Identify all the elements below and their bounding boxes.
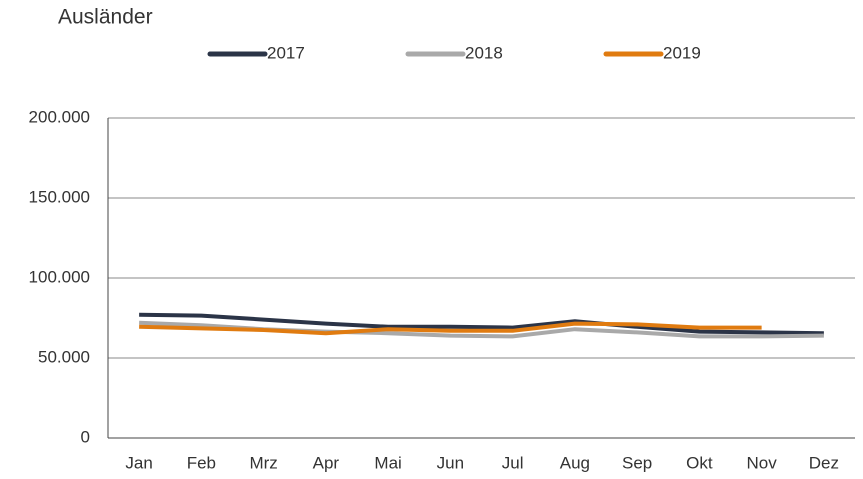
x-tick-label: Jul xyxy=(502,453,524,472)
series-line xyxy=(139,321,762,336)
x-tick-label: Aug xyxy=(560,453,590,472)
x-tick-label: Mai xyxy=(374,453,401,472)
y-tick-label: 200.000 xyxy=(29,107,90,126)
x-tick-label: Feb xyxy=(187,453,216,472)
y-tick-label: 50.000 xyxy=(38,347,90,366)
x-tick-label: Mrz xyxy=(249,453,277,472)
legend-label: 2019 xyxy=(663,43,701,62)
x-tick-label: Nov xyxy=(747,453,778,472)
x-tick-label: Apr xyxy=(313,453,340,472)
series-line xyxy=(139,312,824,336)
x-tick-label: Okt xyxy=(686,453,713,472)
x-tick-label: Jan xyxy=(125,453,152,472)
legend-label: 2018 xyxy=(465,43,503,62)
y-tick-label: 0 xyxy=(81,427,90,446)
y-tick-label: 150.000 xyxy=(29,187,90,206)
x-tick-label: Dez xyxy=(809,453,839,472)
x-tick-label: Sep xyxy=(622,453,652,472)
chart-title: Ausländer xyxy=(58,6,153,29)
x-tick-label: Jun xyxy=(437,453,464,472)
legend-label: 2017 xyxy=(267,43,305,62)
y-tick-label: 100.000 xyxy=(29,267,90,286)
